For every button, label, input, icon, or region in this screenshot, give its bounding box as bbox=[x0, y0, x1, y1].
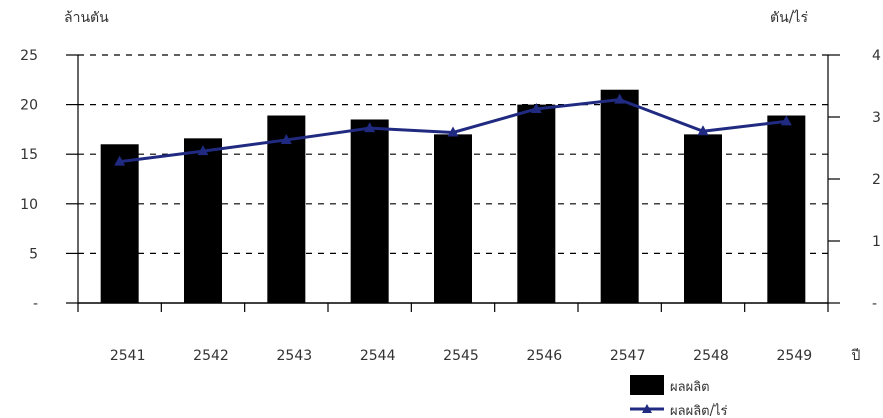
axes: - 5 10 15 20 25 - 1 2 3 4 2541 2542 2543 2544 2545 2546 2… bbox=[20, 48, 881, 364]
line-point bbox=[364, 122, 376, 133]
bar bbox=[434, 134, 472, 303]
y2-tick-label: 3 bbox=[872, 110, 881, 126]
bar bbox=[267, 115, 306, 304]
legend-bar-swatch bbox=[630, 375, 664, 395]
y2-tick-label: 2 bbox=[872, 172, 881, 188]
labels: ล้านตัน ตัน/ไร่ ปี bbox=[64, 9, 861, 364]
y2-tick-label: 1 bbox=[872, 234, 881, 250]
x-tick-label: 2547 bbox=[610, 348, 646, 364]
x-tick-label: 2543 bbox=[277, 348, 313, 364]
y-tick-label: 20 bbox=[20, 98, 38, 114]
y-tick-label: 15 bbox=[20, 147, 38, 163]
y-axis-label: ล้านตัน bbox=[64, 10, 109, 26]
line-point bbox=[197, 145, 209, 156]
bar bbox=[517, 104, 556, 303]
y2-axis-label: ตัน/ไร่ bbox=[770, 9, 808, 26]
line-point bbox=[697, 125, 709, 136]
x-tick-label: 2544 bbox=[360, 348, 396, 364]
bar bbox=[184, 138, 222, 303]
x-tick-label: 2545 bbox=[443, 348, 479, 364]
legend: ผลผลิต ผลผลิต/ไร่ bbox=[630, 375, 728, 418]
line-point bbox=[447, 126, 459, 137]
line-point bbox=[114, 155, 126, 166]
y-tick-label: 5 bbox=[29, 246, 38, 262]
bar bbox=[100, 144, 139, 303]
x-tick-label: 2548 bbox=[693, 348, 729, 364]
line-point bbox=[280, 133, 292, 144]
x-tick-label: 2549 bbox=[777, 348, 813, 364]
y2-tick-label: 4 bbox=[872, 48, 881, 64]
bar bbox=[350, 119, 389, 303]
bar bbox=[600, 89, 639, 303]
y-tick-label: 10 bbox=[20, 197, 38, 213]
x-tick-label: 2541 bbox=[110, 348, 146, 364]
bar bbox=[767, 115, 806, 304]
legend-bar-label: ผลผลิต bbox=[670, 380, 710, 395]
bar bbox=[684, 134, 722, 303]
x-tick-label: 2546 bbox=[527, 348, 563, 364]
y2-tick-label: - bbox=[872, 296, 877, 312]
line-point bbox=[614, 93, 626, 104]
legend-line-label: ผลผลิต/ไร่ bbox=[670, 403, 728, 418]
line-point bbox=[780, 115, 792, 126]
bars bbox=[100, 89, 806, 304]
x-tick-label: 2542 bbox=[193, 348, 229, 364]
line-series bbox=[114, 93, 792, 166]
legend-line-marker bbox=[642, 404, 652, 413]
x-axis-label: ปี bbox=[851, 348, 860, 364]
y-tick-label: 25 bbox=[20, 48, 38, 64]
line-point bbox=[530, 102, 542, 113]
y-tick-label: - bbox=[33, 296, 38, 312]
